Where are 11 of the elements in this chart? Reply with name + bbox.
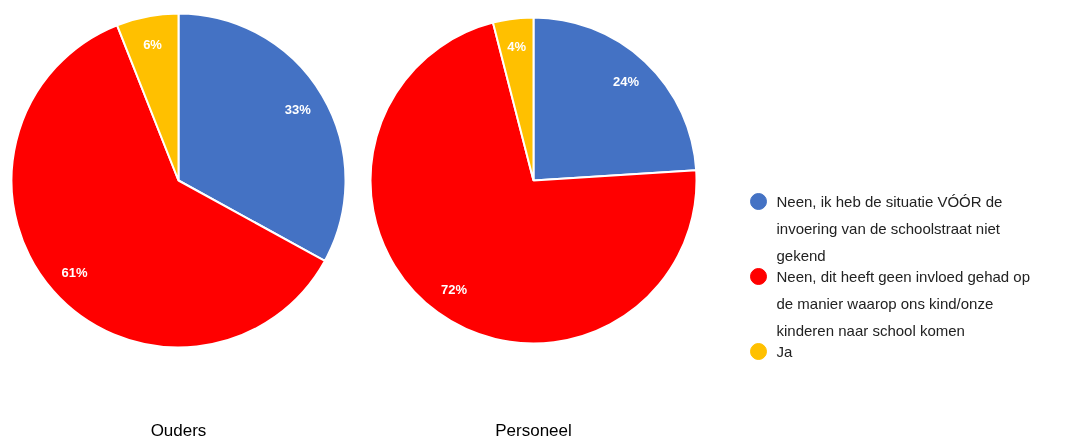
data-label: 72%	[440, 282, 468, 298]
data-label: 6%	[143, 36, 163, 52]
legend-label: Neen, ik heb de situatie VÓÓR de invoering van de schoolstraat niet gekend	[776, 192, 1003, 264]
text: Personeel	[495, 421, 572, 440]
legend-label: Ja	[776, 342, 793, 360]
data-label: 24%	[613, 74, 640, 90]
data-label: 33%	[284, 102, 312, 118]
data-label: 61%	[61, 264, 88, 280]
legend-label: Neen, dit heeft geen invloed gehad op de manier waarop ons kind/onze kinderen naar school komen	[776, 267, 1031, 339]
text: Ouders	[150, 421, 207, 440]
data-label: 4%	[507, 38, 527, 54]
